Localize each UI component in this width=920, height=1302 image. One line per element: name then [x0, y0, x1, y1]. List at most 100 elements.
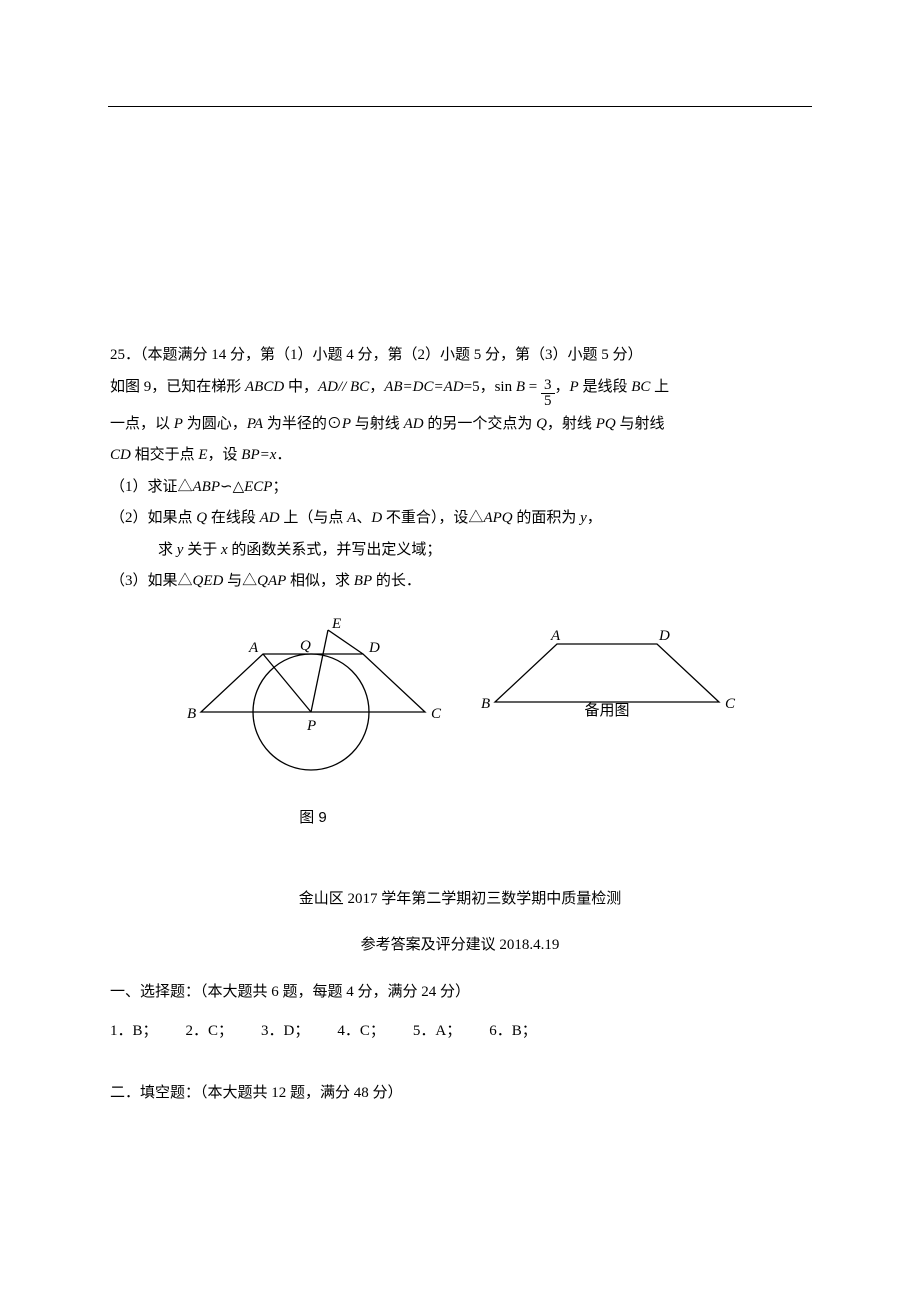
var-ad-bc: AD// BC: [318, 379, 369, 395]
text: 上: [650, 379, 669, 395]
svg-text:B: B: [187, 706, 196, 722]
page: 25．（本题满分 14 分，第（1）小题 4 分，第（2）小题 5 分，第（3）…: [0, 0, 920, 1302]
var-q2: Q: [196, 510, 207, 526]
var-ad3: AD: [260, 510, 280, 526]
subq-1: （1）求证△ABP∽△ECP；: [110, 472, 810, 504]
var-abcd: ABCD: [245, 379, 284, 395]
subq-2: （2）如果点 Q 在线段 AD 上（与点 A、D 不重合），设△APQ 的面积为…: [110, 503, 810, 535]
svg-text:A: A: [550, 628, 561, 644]
figure-main-svg: A D B C P Q E: [181, 606, 445, 786]
text: （1）求证△: [110, 479, 193, 495]
text: 一点，以: [110, 416, 174, 432]
text: ；: [272, 479, 287, 495]
text: ∽△: [220, 479, 244, 495]
var-ad2: AD: [404, 416, 424, 432]
answer-item: 5．A；: [413, 1016, 461, 1048]
svg-text:A: A: [248, 640, 259, 656]
text: ，: [369, 379, 384, 395]
answers-title-2: 参考答案及评分建议 2018.4.19: [110, 930, 810, 962]
figure-main: A D B C P Q E 图 9: [181, 606, 445, 834]
var-ab-dc-ad: AB=DC=AD: [384, 379, 463, 395]
var-y: y: [580, 510, 587, 526]
var-q: Q: [536, 416, 547, 432]
var-p3: P: [342, 416, 351, 432]
text: ．: [276, 447, 291, 463]
problem-body-3: CD 相交于点 E，设 BP=x．: [110, 440, 810, 472]
text: ，: [587, 510, 602, 526]
var-b: B: [516, 379, 525, 395]
answers-title-1: 金山区 2017 学年第二学期初三数学期中质量检测: [110, 884, 810, 916]
svg-text:D: D: [658, 628, 670, 644]
svg-text:C: C: [725, 696, 736, 712]
eq: =: [525, 379, 541, 395]
text: 与射线: [616, 416, 665, 432]
answer-item: 6．B；: [489, 1016, 537, 1048]
svg-text:C: C: [431, 706, 442, 722]
text: 如图 9，已知在梯形: [110, 379, 245, 395]
text: 相交于点: [131, 447, 199, 463]
svg-text:B: B: [481, 696, 490, 712]
text: 是线段: [579, 379, 632, 395]
svg-text:E: E: [331, 616, 341, 632]
text: 关于: [183, 542, 221, 558]
caption-main: 图 9: [181, 802, 445, 834]
section-2-head: 二．填空题：（本大题共 12 题，满分 48 分）: [110, 1078, 810, 1110]
text: 相似，求: [286, 573, 354, 589]
text: ，射线: [547, 416, 596, 432]
text: （2）如果点: [110, 510, 196, 526]
text: 为圆心，: [183, 416, 247, 432]
var-e: E: [198, 447, 207, 463]
var-pa: PA: [247, 416, 263, 432]
text: ，设: [208, 447, 242, 463]
answer-item: 3．D；: [261, 1016, 309, 1048]
var-qed: QED: [193, 573, 224, 589]
svg-text:Q: Q: [300, 638, 311, 654]
var-apq: APQ: [483, 510, 512, 526]
var-a: A: [347, 510, 356, 526]
var-p2: P: [174, 416, 183, 432]
svg-text:D: D: [368, 640, 380, 656]
frac-num: 3: [541, 378, 555, 394]
text: （3）如果△: [110, 573, 193, 589]
answer-item: 2．C；: [186, 1016, 234, 1048]
figures-row: ADBCPQE 图 9 ADBC 备用图: [110, 606, 810, 834]
sin-label: sin: [495, 379, 513, 395]
text: 与射线: [351, 416, 404, 432]
text: 在线段: [207, 510, 260, 526]
text: 的长．: [372, 573, 421, 589]
var-bp: BP: [354, 573, 372, 589]
answer-item: 1．B；: [110, 1016, 158, 1048]
problem-body-1: 如图 9，已知在梯形 ABCD 中，AD// BC，AB=DC=AD=5，sin…: [110, 372, 810, 409]
figure-spare: ADBC 备用图: [475, 606, 739, 834]
fraction: 35: [541, 378, 555, 409]
var-p: P: [570, 379, 579, 395]
var-x: x: [221, 542, 228, 558]
text: 的函数关系式，并写出定义域；: [228, 542, 442, 558]
svg-text:P: P: [306, 718, 316, 734]
answers-row: 1．B； 2．C； 3．D； 4．C； 5．A； 6．B；: [110, 1016, 810, 1048]
var-bc: BC: [631, 379, 650, 395]
text: =5，: [464, 379, 495, 395]
var-ecp: ECP: [244, 479, 272, 495]
var-qap: QAP: [257, 573, 286, 589]
var-pq: PQ: [596, 416, 616, 432]
text: 不重合），设△: [382, 510, 483, 526]
text: 与△: [223, 573, 257, 589]
text: 求: [158, 542, 177, 558]
var-d: D: [371, 510, 382, 526]
answer-item: 4．C；: [337, 1016, 385, 1048]
text: 的另一个交点为: [424, 416, 537, 432]
text: ，: [555, 379, 570, 395]
var-bp-x: BP=x: [241, 447, 276, 463]
subq-2-line2: 求 y 关于 x 的函数关系式，并写出定义域；: [110, 535, 810, 567]
text: 为半径的⊙: [263, 416, 342, 432]
text: 的面积为: [513, 510, 581, 526]
text: 、: [356, 510, 371, 526]
var-abp: ABP: [193, 479, 221, 495]
problem-body-2: 一点，以 P 为圆心，PA 为半径的⊙P 与射线 AD 的另一个交点为 Q，射线…: [110, 409, 810, 441]
var-cd: CD: [110, 447, 131, 463]
subq-3: （3）如果△QED 与△QAP 相似，求 BP 的长．: [110, 566, 810, 598]
section-1-head: 一、选择题：（本大题共 6 题，每题 4 分，满分 24 分）: [110, 977, 810, 1009]
top-rule: [108, 106, 812, 107]
text: 中，: [284, 379, 318, 395]
